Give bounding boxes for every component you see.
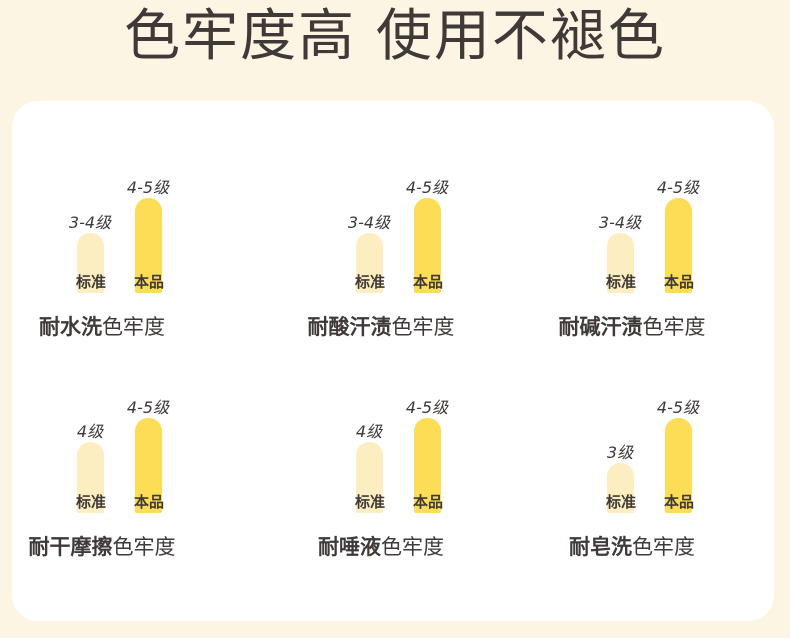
metric-suffix: 色牢度 (381, 535, 444, 559)
fastness-card: 3-4级 4-5级 标准 本品 耐水洗色牢度 3-4级 4-5级 标准 本品 耐… (12, 101, 774, 621)
metric-name: 耐水洗 (39, 315, 102, 339)
metric-caption: 耐碱汗渍色牢度 (512, 311, 752, 341)
metric-dry-rubbing: 4级 4-5级 标准 本品 耐干摩擦色牢度 (29, 397, 317, 627)
metric-suffix: 色牢度 (391, 315, 455, 339)
metric-water-wash: 3-4级 4-5级 标准 本品 耐水洗色牢度 (39, 177, 317, 407)
metric-suffix: 色牢度 (102, 315, 165, 339)
product-bar (665, 198, 692, 293)
product-grade: 4-5级 (126, 398, 170, 417)
standard-label: 标准 (75, 493, 106, 511)
metric-caption: 耐水洗色牢度 (0, 311, 222, 341)
standard-grade: 3-4级 (68, 212, 112, 232)
product-grade: 4-5级 (126, 178, 170, 197)
product-bar (414, 418, 441, 513)
metric-name: 耐酸汗渍 (307, 315, 392, 339)
metric-name: 耐唾液 (318, 535, 381, 559)
metric-soap-wash: 3级 4-5级 标准 本品 耐皂洗色牢度 (569, 397, 790, 627)
standard-grade: 4级 (76, 422, 104, 442)
product-bar (135, 198, 162, 293)
product-grade: 4-5级 (405, 178, 449, 197)
metric-name: 耐皂洗 (569, 535, 632, 559)
product-grade: 4-5级 (405, 398, 449, 417)
standard-bar (607, 232, 634, 293)
product-label: 本品 (412, 273, 443, 291)
metric-name: 耐干摩擦 (28, 535, 113, 559)
standard-bar (607, 462, 634, 513)
standard-bar (77, 232, 104, 293)
page-title: 色牢度高 使用不褪色 (124, 4, 666, 69)
product-label: 本品 (663, 273, 694, 291)
metric-caption: 耐酸汗渍色牢度 (261, 311, 501, 341)
metric-caption: 耐唾液色牢度 (261, 531, 501, 561)
product-grade: 4-5级 (656, 398, 700, 417)
product-label: 本品 (412, 493, 443, 511)
product-label: 本品 (663, 493, 694, 511)
standard-label: 标准 (605, 273, 636, 291)
metric-caption: 耐皂洗色牢度 (512, 531, 752, 561)
standard-grade: 3-4级 (598, 212, 642, 232)
product-label: 本品 (133, 273, 164, 291)
metric-suffix: 色牢度 (642, 315, 706, 339)
standard-label: 标准 (354, 493, 385, 511)
product-bar (414, 198, 441, 293)
metric-suffix: 色牢度 (632, 535, 695, 559)
product-bar (135, 418, 162, 513)
metric-saliva: 4级 4-5级 标准 本品 耐唾液色牢度 (318, 397, 596, 627)
product-label: 本品 (133, 493, 164, 511)
standard-bar (356, 232, 383, 293)
standard-label: 标准 (75, 273, 106, 291)
standard-grade: 3级 (606, 442, 634, 462)
standard-label: 标准 (354, 273, 385, 291)
metric-suffix: 色牢度 (112, 535, 176, 559)
standard-grade: 4级 (355, 422, 383, 442)
standard-bar (356, 442, 383, 513)
metric-acid-sweat: 3-4级 4-5级 标准 本品 耐酸汗渍色牢度 (308, 177, 596, 407)
metric-name: 耐碱汗渍 (558, 315, 643, 339)
product-grade: 4-5级 (656, 178, 700, 197)
standard-label: 标准 (605, 493, 636, 511)
standard-grade: 3-4级 (347, 212, 391, 232)
metric-caption: 耐干摩擦色牢度 (0, 531, 222, 561)
product-bar (665, 418, 692, 513)
metric-alkali-sweat: 3-4级 4-5级 标准 本品 耐碱汗渍色牢度 (559, 177, 790, 407)
standard-bar (77, 442, 104, 513)
